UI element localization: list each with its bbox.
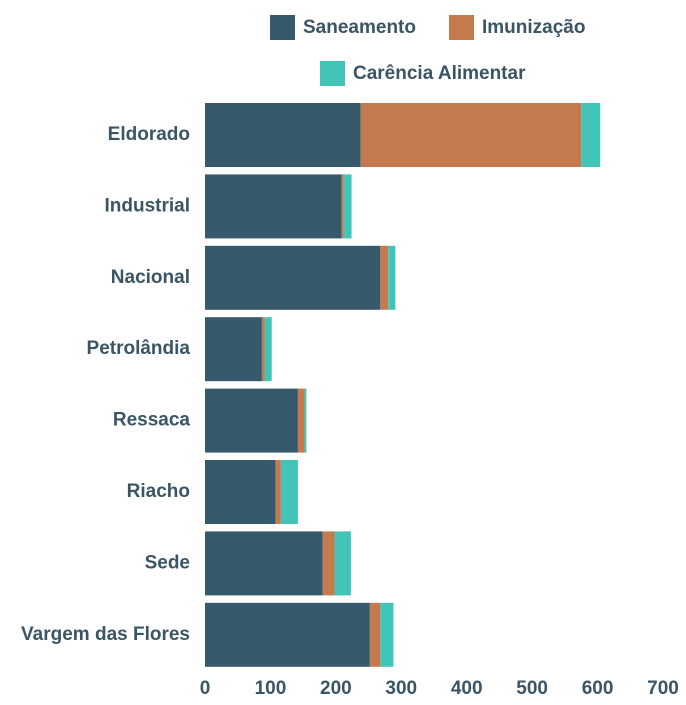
y-tick-label: Ressaca — [113, 410, 191, 431]
y-tick-label: Vargem das Flores — [21, 624, 190, 645]
y-tick-label: Petrolândia — [87, 338, 191, 359]
bar-segment — [205, 460, 276, 524]
legend-swatch — [320, 61, 345, 86]
x-tick-label: 400 — [451, 678, 483, 699]
bar-segment — [205, 317, 262, 382]
bar-segment — [369, 602, 381, 667]
bar-segment — [297, 388, 305, 453]
bar-segment — [205, 388, 298, 453]
bar-segment — [304, 388, 307, 453]
legend-label: Imunização — [482, 17, 585, 38]
bar-segment — [205, 602, 370, 667]
bar-segment — [280, 460, 298, 524]
bar-segment — [275, 460, 281, 524]
bar-segment — [380, 245, 389, 310]
x-tick-label: 200 — [320, 678, 352, 699]
x-tick-label: 600 — [582, 678, 614, 699]
x-tick-label: 500 — [516, 678, 548, 699]
bar-segment — [343, 174, 352, 239]
bar-segment — [341, 174, 344, 239]
bar-segment — [264, 317, 272, 382]
bar-segment — [205, 531, 323, 596]
bar-segment — [581, 103, 601, 167]
y-tick-label: Eldorado — [108, 124, 190, 145]
bar-segment — [334, 531, 351, 596]
bar-segment — [205, 103, 361, 167]
bar-segment — [322, 531, 335, 596]
legend-swatch — [449, 15, 474, 40]
legend-label: Saneamento — [303, 17, 416, 38]
bar-segment — [360, 103, 582, 167]
x-tick-label: 700 — [647, 678, 679, 699]
legend-swatch — [270, 15, 295, 40]
x-tick-label: 300 — [385, 678, 417, 699]
y-tick-label: Sede — [145, 552, 190, 573]
bar-segment — [388, 245, 396, 310]
x-tick-label: 0 — [200, 678, 211, 699]
bar-segment — [261, 317, 265, 382]
bar-segment — [380, 602, 394, 667]
bar-segment — [205, 245, 381, 310]
x-tick-label: 100 — [255, 678, 287, 699]
bar-segment — [205, 174, 342, 239]
legend-label: Carência Alimentar — [353, 63, 526, 84]
y-tick-label: Industrial — [104, 195, 190, 216]
y-tick-label: Riacho — [127, 481, 190, 502]
y-tick-label: Nacional — [111, 267, 190, 288]
